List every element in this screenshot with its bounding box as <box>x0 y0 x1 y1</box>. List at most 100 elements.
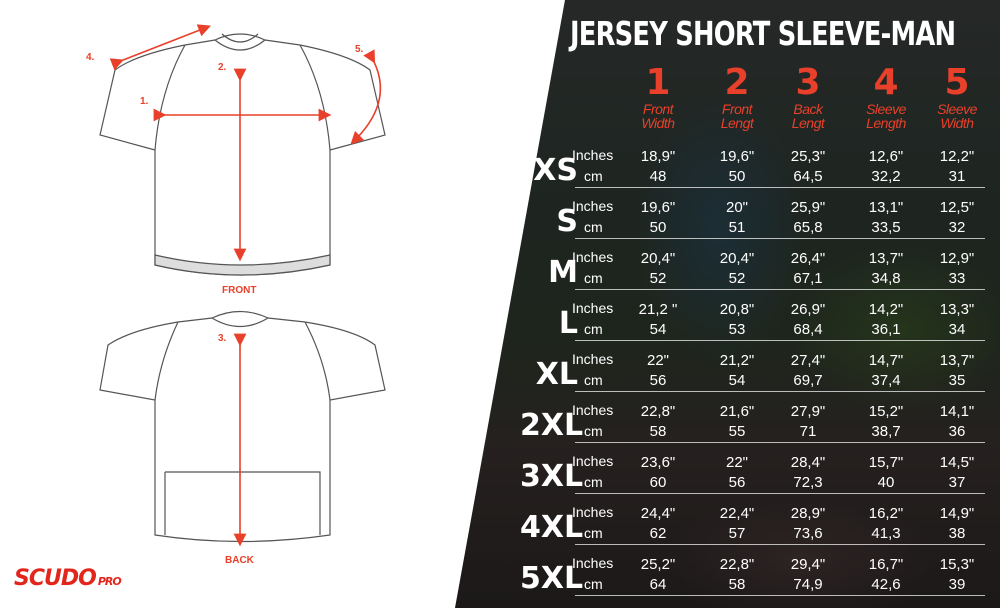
value-inches: 21,2" <box>719 352 755 369</box>
unit-inches: Inches <box>572 555 614 571</box>
column-label: Lengt <box>791 115 825 131</box>
table-row: 4XL Inches cm 24,4" 22,4" 28,9" 16,2" 14,9" 62… <box>520 502 990 553</box>
value-inches: 14,5" <box>939 454 975 471</box>
size-label: XL <box>535 357 578 392</box>
column-number: 1 <box>645 62 671 103</box>
table-row: 5XL Inches cm 25,2" 22,8" 29,4" 16,7" 15,3" 64… <box>520 553 990 604</box>
unit-inches: Inches <box>572 351 614 367</box>
size-label: L <box>558 306 578 341</box>
column-label: Front <box>642 101 674 117</box>
marker-5: 5. <box>355 44 364 55</box>
row-divider <box>575 493 985 494</box>
value-cm: 62 <box>649 525 667 542</box>
column-header: 4 Sleeve Length <box>866 64 906 131</box>
value-cm: 32,2 <box>871 168 901 185</box>
front-label: FRONT <box>222 285 257 296</box>
value-cm: 32 <box>948 219 966 236</box>
column-header: 5 Sleeve Width <box>937 64 977 131</box>
value-cm: 40 <box>877 474 895 491</box>
row-divider <box>575 289 985 290</box>
value-cm: 74,9 <box>793 576 823 593</box>
value-inches: 16,2" <box>868 505 904 522</box>
row-divider <box>575 595 985 596</box>
value-cm: 71 <box>799 423 817 440</box>
table-row: XL Inches cm 22" 21,2" 27,4" 14,7" 13,7" 56 54 6… <box>520 349 990 400</box>
value-cm: 72,3 <box>793 474 823 491</box>
value-inches: 22,8" <box>640 403 676 420</box>
value-inches: 25,3" <box>790 148 826 165</box>
value-cm: 48 <box>649 168 667 185</box>
size-label: 2XL <box>520 408 584 443</box>
marker-4: 4. <box>86 52 95 63</box>
value-cm: 34,8 <box>871 270 901 287</box>
row-divider <box>575 544 985 545</box>
value-cm: 64 <box>649 576 667 593</box>
value-cm: 34 <box>948 321 966 338</box>
unit-inches: Inches <box>572 453 614 469</box>
unit-cm: cm <box>584 423 603 439</box>
size-label: S <box>556 204 578 239</box>
value-cm: 57 <box>728 525 746 542</box>
value-cm: 60 <box>649 474 667 491</box>
row-divider <box>575 340 985 341</box>
column-label: Lengt <box>720 115 754 131</box>
value-inches: 22" <box>725 454 749 471</box>
column-label: Back <box>793 101 823 117</box>
value-cm: 36,1 <box>871 321 901 338</box>
value-inches: 26,4" <box>790 250 826 267</box>
column-header: 3 Back Lengt <box>791 64 825 131</box>
value-inches: 19,6" <box>640 199 676 216</box>
value-cm: 69,7 <box>793 372 823 389</box>
diagram-panel: 1. 2. 3. 4. 5. FRONT BACK SCUDO PRO <box>14 24 386 591</box>
value-inches: 13,7" <box>939 352 975 369</box>
unit-inches: Inches <box>572 147 614 163</box>
marker-3: 3. <box>218 333 227 344</box>
value-cm: 35 <box>948 372 966 389</box>
value-inches: 21,2 " <box>638 301 678 318</box>
unit-inches: Inches <box>572 198 614 214</box>
value-inches: 20,4" <box>719 250 755 267</box>
jersey-diagram <box>99 24 386 547</box>
value-inches: 12,9" <box>939 250 975 267</box>
column-label: Front <box>721 101 753 117</box>
value-cm: 64,5 <box>793 168 823 185</box>
value-cm: 31 <box>948 168 966 185</box>
value-cm: 53 <box>728 321 746 338</box>
row-divider <box>575 391 985 392</box>
value-inches: 18,9" <box>640 148 676 165</box>
value-inches: 19,6" <box>719 148 755 165</box>
value-inches: 12,5" <box>939 199 975 216</box>
unit-cm: cm <box>584 525 603 541</box>
jersey-back-drawing <box>99 310 386 543</box>
value-inches: 14,9" <box>939 505 975 522</box>
unit-inches: Inches <box>572 402 614 418</box>
row-divider <box>575 442 985 443</box>
column-label: Sleeve <box>937 101 977 117</box>
value-inches: 23,6" <box>640 454 676 471</box>
row-divider <box>575 187 985 188</box>
column-label: Width <box>641 115 675 131</box>
value-inches: 20,8" <box>719 301 755 318</box>
value-inches: 28,4" <box>790 454 826 471</box>
value-inches: 15,3" <box>939 556 975 573</box>
value-inches: 25,2" <box>640 556 676 573</box>
value-cm: 65,8 <box>793 219 823 236</box>
value-cm: 54 <box>649 321 667 338</box>
table-row: S Inches cm 19,6" 20" 25,9" 13,1" 12,5" 50 51 65… <box>520 196 990 247</box>
value-inches: 12,2" <box>939 148 975 165</box>
value-cm: 73,6 <box>793 525 823 542</box>
value-cm: 41,3 <box>871 525 901 542</box>
brand-logo: SCUDO PRO <box>14 566 122 591</box>
unit-cm: cm <box>584 372 603 388</box>
value-cm: 50 <box>649 219 667 236</box>
value-cm: 33,5 <box>871 219 901 236</box>
table-row: 2XL Inches cm 22,8" 21,6" 27,9" 15,2" 14,1" 58… <box>520 400 990 451</box>
value-inches: 27,4" <box>790 352 826 369</box>
value-inches: 28,9" <box>790 505 826 522</box>
value-cm: 38,7 <box>871 423 901 440</box>
value-cm: 67,1 <box>793 270 823 287</box>
value-cm: 68,4 <box>793 321 823 338</box>
table-row: L Inches cm 21,2 " 20,8" 26,9" 14,2" 13,3" 54 5… <box>520 298 990 349</box>
column-label: Length <box>866 115 906 131</box>
